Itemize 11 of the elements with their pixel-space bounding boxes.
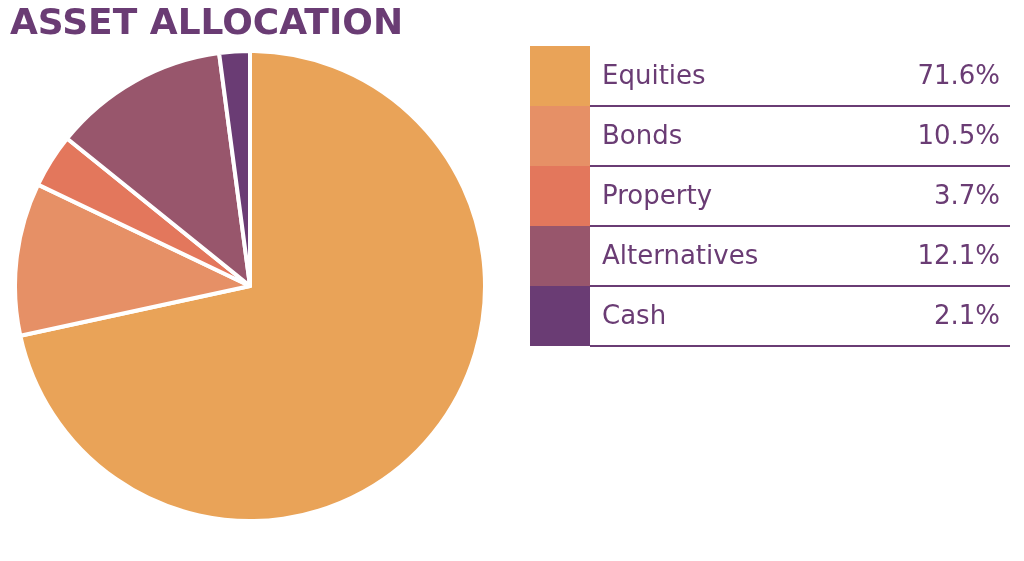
legend-label: Alternatives [602, 240, 759, 270]
legend-label: Property [602, 180, 713, 210]
legend-label: Bonds [602, 120, 683, 150]
data-label: 3.7% [933, 180, 1000, 210]
data-label: 2.1% [933, 300, 1000, 330]
chart-title: ASSET ALLOCATION [10, 1, 404, 42]
legend-label: Cash [602, 300, 667, 330]
legend-label: Equities [602, 60, 706, 90]
data-label: 12.1% [917, 240, 1000, 270]
data-label: 71.6% [917, 60, 1000, 90]
data-label: 10.5% [917, 120, 1000, 150]
